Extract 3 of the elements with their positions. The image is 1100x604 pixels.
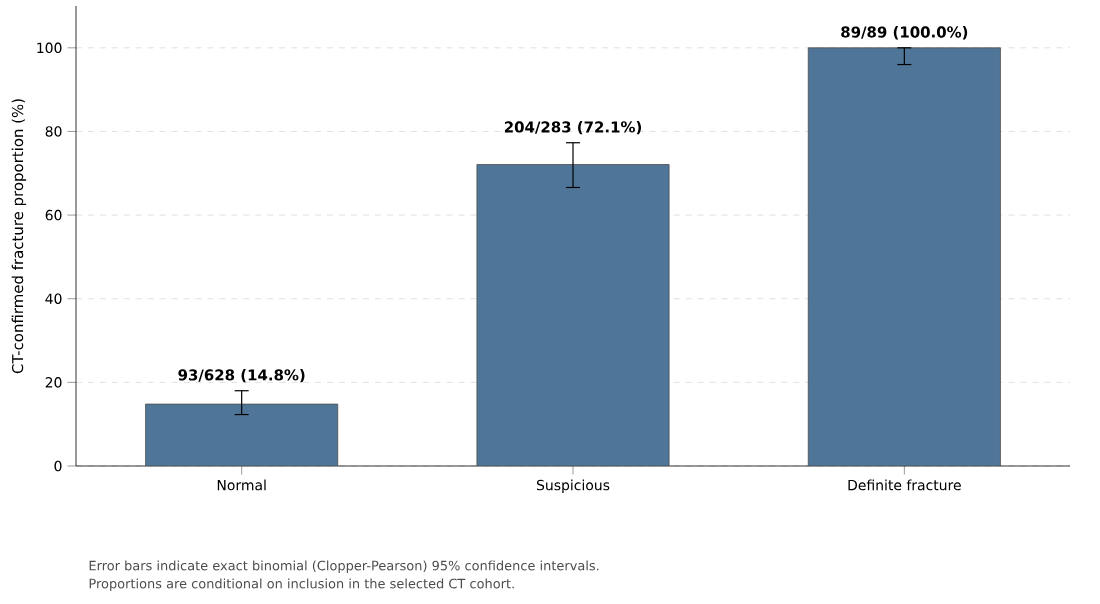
bar (807, 47, 1001, 466)
bar (145, 403, 339, 466)
bar (476, 164, 670, 466)
